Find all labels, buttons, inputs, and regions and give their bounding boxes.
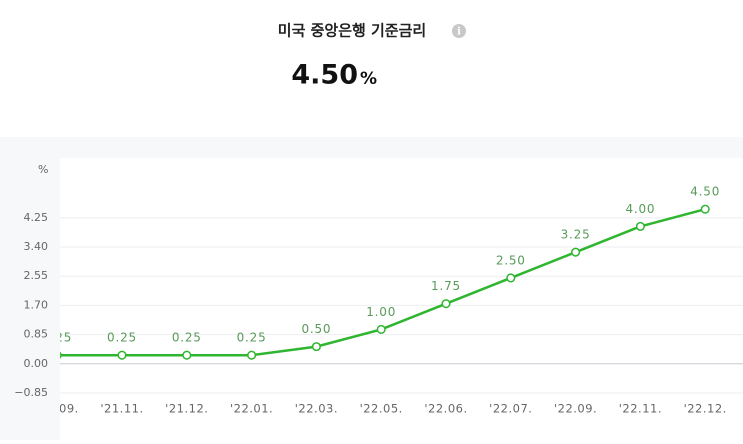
point — [117, 350, 127, 360]
y-tick-label: −0.85 — [14, 386, 48, 399]
plot: '21.09. '21.11. '21.12. '22.01. '22.03. '22.0… — [36, 185, 743, 416]
data-label: 0.25 — [107, 331, 137, 345]
y-tick-label: 1.70 — [24, 298, 49, 311]
x-tick-label: '22.11. — [619, 402, 662, 416]
data-label: 4.50 — [690, 185, 720, 199]
y-tick-label: 3.40 — [24, 240, 49, 253]
point — [635, 221, 645, 231]
plot-bg — [60, 158, 743, 440]
x-tick-label: '22.05. — [360, 402, 403, 416]
x-tick-label: '22.09. — [554, 402, 597, 416]
point — [60, 351, 62, 359]
x-tick-label: '22.01. — [230, 402, 273, 416]
x-tick-label: '22.06. — [424, 402, 467, 416]
x-tick-label: '21.12. — [165, 402, 208, 416]
y-tick-label: 4.25 — [24, 211, 49, 224]
info-glyph: i — [457, 27, 461, 38]
x-tick-label: '21.09. — [36, 402, 79, 416]
x-tick-label: '22.03. — [295, 402, 338, 416]
current-unit: % — [360, 69, 377, 89]
title: 미국 중앙은행 기준금리 — [278, 22, 426, 40]
point — [506, 273, 516, 283]
info-icon[interactable] — [452, 24, 466, 38]
data-label: 4.00 — [625, 202, 655, 216]
current-value: 4.50 — [291, 60, 358, 91]
point — [247, 350, 257, 360]
data-label: 0.25 — [237, 331, 267, 345]
data-label: 0.25 — [42, 331, 72, 345]
data-label: 0.50 — [301, 322, 331, 336]
point — [571, 247, 581, 257]
y-tick-label: 0.00 — [24, 357, 49, 370]
point — [441, 299, 451, 309]
x-tick-label: '22.07. — [489, 402, 532, 416]
point — [700, 204, 710, 214]
point — [376, 324, 386, 334]
data-label: 1.00 — [366, 305, 396, 319]
data-label: 1.75 — [431, 279, 461, 293]
data-label: 3.25 — [561, 228, 591, 242]
point — [182, 350, 192, 360]
x-tick-label: '21.11. — [100, 402, 143, 416]
y-unit: % — [38, 163, 48, 176]
x-tick-label: '22.12. — [684, 402, 727, 416]
y-tick-label: 0.85 — [24, 328, 49, 341]
data-label: 2.50 — [496, 253, 526, 267]
data-label: 0.25 — [172, 331, 202, 345]
y-tick-label: 2.55 — [24, 269, 49, 282]
point — [311, 342, 321, 352]
